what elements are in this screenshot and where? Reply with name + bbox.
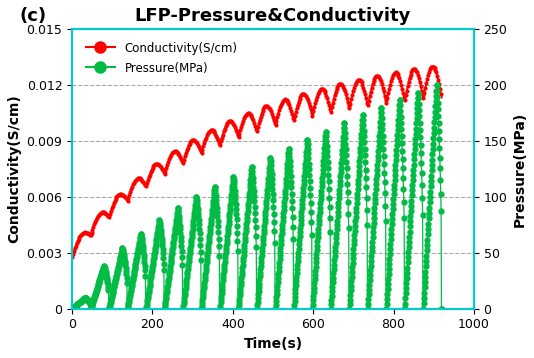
Pressure(MPa) [69,307,75,311]
Conductivity(S/cm) [249,115,255,119]
Title: LFP-Pressure&Conductivity: LFP-Pressure&Conductivity [135,7,411,25]
Line: Pressure(MPa): Pressure(MPa) [69,83,444,311]
Conductivity(S/cm) [438,95,445,100]
Conductivity(S/cm) [239,122,245,126]
Pressure(MPa) [193,198,200,202]
Conductivity(S/cm) [88,232,94,236]
Legend: Conductivity(S/cm), Pressure(MPa): Conductivity(S/cm), Pressure(MPa) [82,38,241,78]
Conductivity(S/cm) [428,64,435,69]
Y-axis label: Conductivity(S/cm): Conductivity(S/cm) [7,95,21,243]
Pressure(MPa) [438,307,445,311]
Y-axis label: Pressure(MPa): Pressure(MPa) [513,111,527,227]
Conductivity(S/cm) [428,65,434,69]
Pressure(MPa) [131,267,138,272]
Pressure(MPa) [118,251,124,255]
Conductivity(S/cm) [428,65,434,69]
Pressure(MPa) [263,199,270,203]
Text: (c): (c) [20,7,47,25]
Pressure(MPa) [434,83,440,87]
Conductivity(S/cm) [360,85,366,89]
Pressure(MPa) [271,220,277,224]
Line: Conductivity(S/cm): Conductivity(S/cm) [70,65,443,258]
X-axis label: Time(s): Time(s) [244,337,303,351]
Conductivity(S/cm) [69,255,75,259]
Pressure(MPa) [230,181,236,185]
